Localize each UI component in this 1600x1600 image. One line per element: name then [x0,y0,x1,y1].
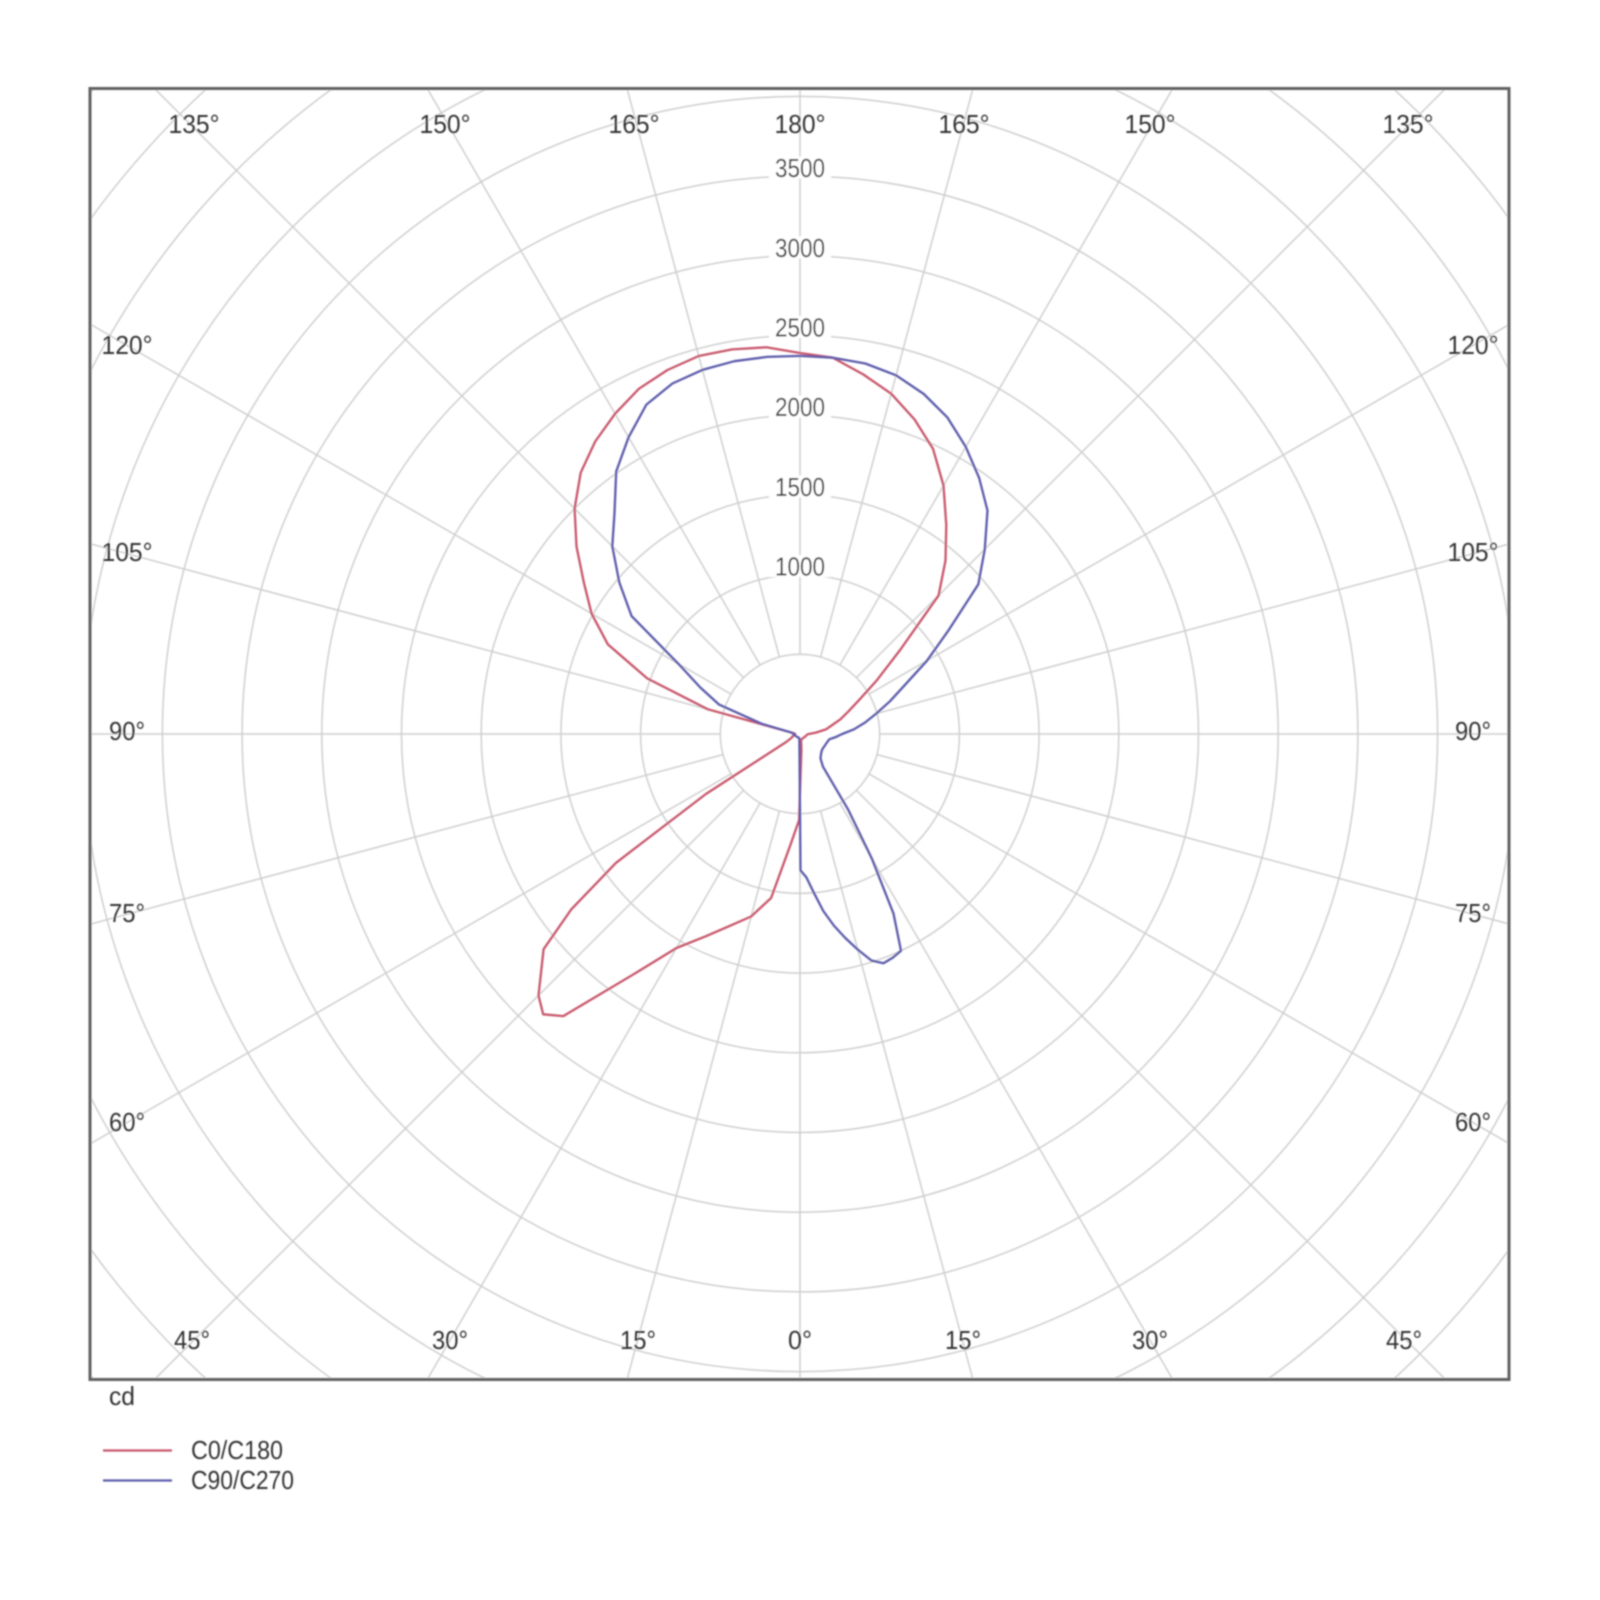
svg-text:C0/C180: C0/C180 [191,1435,283,1465]
svg-text:45°: 45° [1386,1325,1422,1355]
svg-text:150°: 150° [420,109,471,139]
svg-text:150°: 150° [1125,109,1176,139]
svg-text:3000: 3000 [775,233,825,263]
svg-text:165°: 165° [609,109,660,139]
svg-text:105°: 105° [1448,537,1499,567]
svg-text:165°: 165° [939,109,990,139]
svg-text:180°: 180° [775,109,826,139]
svg-text:0°: 0° [788,1325,812,1355]
svg-text:135°: 135° [169,109,220,139]
svg-text:2500: 2500 [775,313,825,343]
svg-text:15°: 15° [620,1325,656,1355]
svg-text:1000: 1000 [775,552,825,582]
svg-text:120°: 120° [102,330,153,360]
svg-text:90°: 90° [109,716,145,746]
svg-text:15°: 15° [945,1325,981,1355]
svg-text:3500: 3500 [775,153,825,183]
svg-text:30°: 30° [432,1325,468,1355]
svg-text:30°: 30° [1132,1325,1168,1355]
svg-text:60°: 60° [1455,1107,1491,1137]
svg-text:60°: 60° [109,1107,145,1137]
svg-text:cd: cd [109,1381,135,1411]
svg-text:45°: 45° [174,1325,210,1355]
svg-text:135°: 135° [1383,109,1434,139]
svg-text:105°: 105° [102,537,153,567]
svg-text:C90/C270: C90/C270 [191,1465,294,1495]
svg-text:75°: 75° [1455,898,1491,928]
svg-text:2000: 2000 [775,392,825,422]
svg-text:1500: 1500 [775,472,825,502]
svg-text:90°: 90° [1455,716,1491,746]
svg-text:120°: 120° [1448,330,1499,360]
svg-text:75°: 75° [109,898,145,928]
